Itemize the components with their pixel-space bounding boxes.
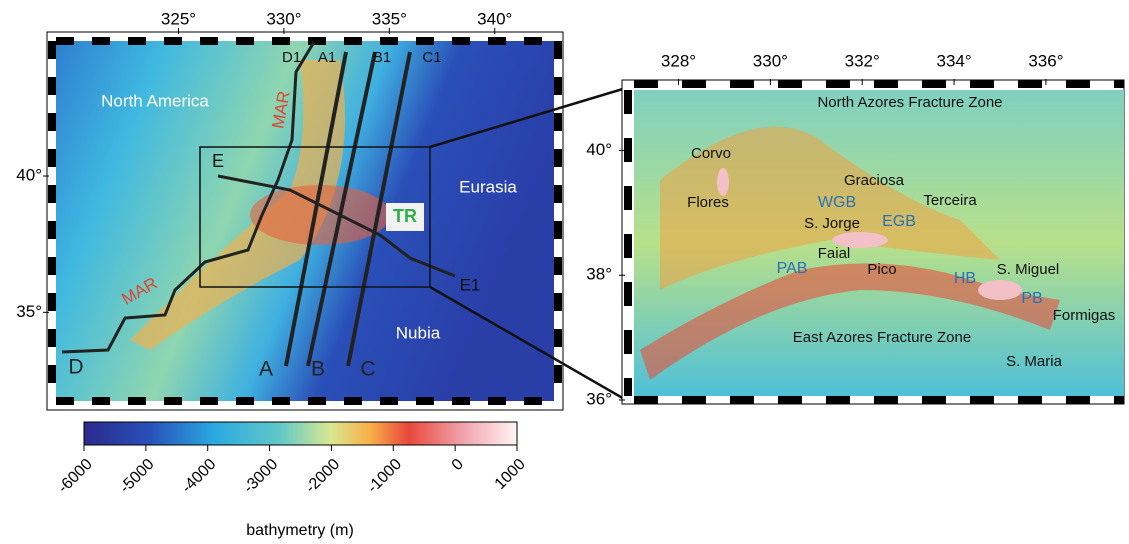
map-label: E1 [460, 275, 481, 294]
map-label: A [259, 358, 273, 381]
map-label: B [311, 358, 325, 381]
map-label: Faial [818, 245, 851, 262]
x-tick-label: 336° [1028, 51, 1063, 70]
map-label: E [212, 151, 224, 171]
colorbar-tick-label: -2000 [302, 456, 343, 497]
map-label: Pico [867, 261, 896, 278]
y-tick-label: 38° [586, 265, 612, 284]
x-tick-label: 332° [845, 51, 880, 70]
colorbar-tick-label: -4000 [179, 456, 220, 497]
map-label: Corvo [691, 145, 731, 162]
map-label: S. Jorge [804, 215, 860, 232]
y-tick-label: 36° [586, 389, 612, 408]
map-label: D1 [282, 49, 301, 66]
map-label: S. Miguel [997, 261, 1060, 278]
left-map: D1 A1 B1 C1 North America MAR E Eurasia … [47, 32, 563, 410]
map-label: North Azores Fracture Zone [817, 94, 1002, 111]
map-label: TR [393, 206, 417, 226]
map-label: Formigas [1053, 307, 1116, 324]
x-tick-label: 330° [753, 51, 788, 70]
map-label: North America [101, 91, 209, 110]
map-label: HB [954, 270, 976, 287]
map-label: East Azores Fracture Zone [793, 329, 971, 346]
right-map: North Azores Fracture Zone Corvo Flores … [622, 80, 1124, 404]
map-label: Terceira [923, 192, 977, 209]
map-label: C1 [422, 49, 441, 66]
colorbar-tick-label: -5000 [117, 456, 158, 497]
map-label: PAB [777, 260, 808, 277]
colorbar-tick-label: 0 [449, 456, 467, 474]
map-label: WGB [818, 194, 856, 211]
y-tick-label: 35° [16, 302, 42, 321]
x-tick-label: 328° [661, 51, 696, 70]
colorbar-tick-label: -1000 [364, 456, 405, 497]
map-label: Graciosa [844, 172, 905, 189]
map-label: A1 [318, 49, 336, 66]
map-label: S. Maria [1006, 353, 1063, 370]
island [717, 168, 729, 196]
colorbar-label: bathymetry (m) [246, 522, 354, 539]
colorbar [84, 422, 517, 445]
x-tick-label: 335° [372, 9, 407, 28]
map-label: PB [1021, 290, 1042, 307]
map-label: B1 [373, 49, 391, 66]
island [978, 280, 1022, 300]
x-tick-label: 334° [936, 51, 971, 70]
y-tick-label: 40° [586, 140, 612, 159]
colorbar-tick-label: -6000 [55, 456, 96, 497]
colorbar-tick-label: 1000 [492, 456, 529, 493]
x-tick-label: 340° [477, 9, 512, 28]
map-label: D [68, 356, 83, 379]
map-label: Flores [687, 194, 729, 211]
x-tick-label: 330° [266, 9, 301, 28]
y-tick-label: 40° [16, 166, 42, 185]
map-label: C [360, 358, 375, 381]
figure: D1 A1 B1 C1 North America MAR E Eurasia … [0, 0, 1129, 544]
x-tick-label: 325° [161, 9, 196, 28]
map-label: EGB [882, 213, 916, 230]
map-label: Nubia [396, 323, 441, 342]
colorbar-tick-label: -3000 [240, 456, 281, 497]
map-label: Eurasia [459, 177, 517, 196]
